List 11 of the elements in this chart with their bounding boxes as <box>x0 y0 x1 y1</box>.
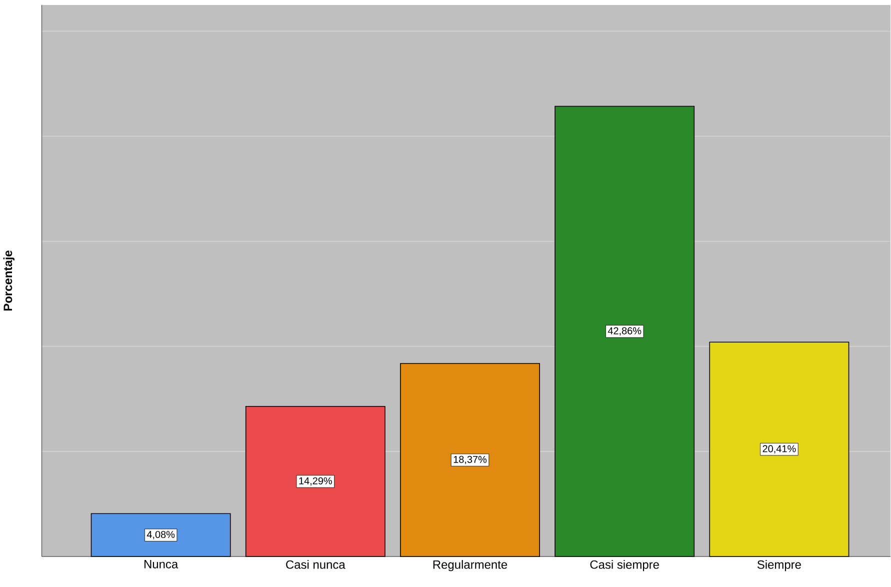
x-tick-label: Casi siempre <box>590 560 659 571</box>
x-tick-label: Casi nunca <box>286 560 346 569</box>
x-tick-label: Nunca <box>144 560 178 568</box>
x-tick-label: Siempre <box>757 560 801 571</box>
data-label: 42,86% <box>608 327 642 336</box>
data-label: 20,41% <box>762 444 796 454</box>
data-label: 4,08% <box>146 530 175 539</box>
y-axis-title: Porcentaje <box>3 250 14 310</box>
data-label: 18,37% <box>454 456 487 464</box>
data-label: 14,29% <box>299 477 332 486</box>
x-tick-label: Regularmente <box>433 560 508 571</box>
